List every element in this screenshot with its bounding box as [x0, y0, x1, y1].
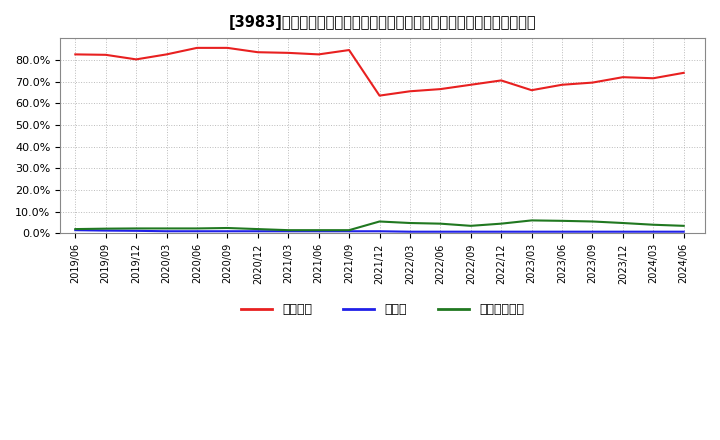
Legend: 自己資本, のれん, 繰延税金資産: 自己資本, のれん, 繰延税金資産 [235, 298, 529, 321]
Title: [3983]　自己資本、のれん、繰延税金資産の総資産に対する比率の推移: [3983] 自己資本、のれん、繰延税金資産の総資産に対する比率の推移 [229, 15, 536, 30]
